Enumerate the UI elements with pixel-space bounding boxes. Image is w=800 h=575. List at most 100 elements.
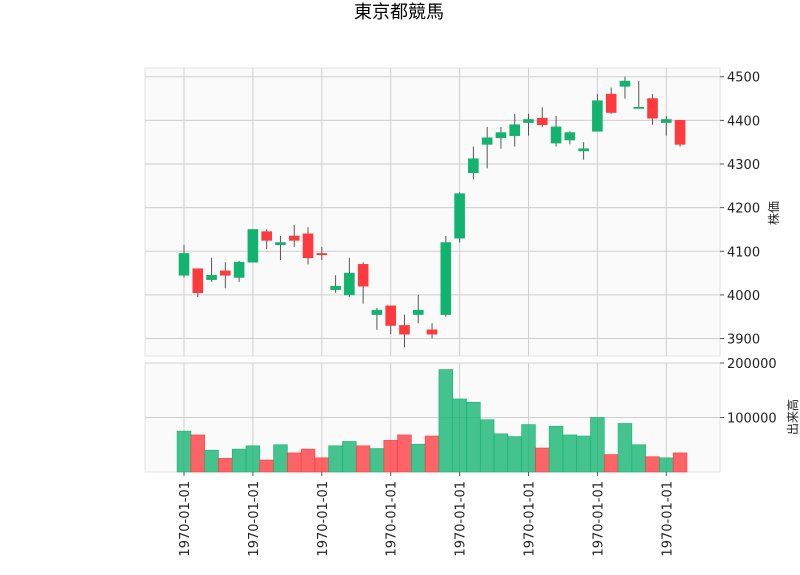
volume-bar [507,436,522,473]
volume-bar [204,449,219,473]
price-panel [144,67,721,357]
candle-body [660,119,672,123]
volume-y-axis: 100000 200000 [720,357,777,427]
x-tick-label: 1970-01-01 [660,481,675,557]
candle-body [178,253,190,276]
candle-body [261,231,272,241]
volume-bar [383,440,398,473]
volume-bar [397,434,412,473]
volume-bar [369,448,385,473]
candle-body [633,106,645,109]
candle-body [647,98,658,119]
price-tick-label: 4400 [727,114,760,129]
volume-bar [245,445,261,473]
volume-bar [259,459,274,473]
candle-body [385,305,397,326]
volume-y-axis-label: 出来高 [785,399,800,435]
volume-tick-label: 100000 [727,412,777,427]
volume-bar [659,457,674,473]
candle-body [330,285,341,290]
x-tick-label: 1970-01-01 [316,481,331,557]
volume-bar [176,430,192,473]
volume-bar [411,443,426,473]
candle-body [288,235,300,241]
volume-bar [438,369,454,473]
candle-body [564,132,576,141]
x-tick-label: 1970-01-01 [178,481,193,557]
price-tick-label: 4000 [727,289,760,304]
candle-body [316,253,328,256]
candle-body [399,325,410,335]
x-tick-label: 1970-01-01 [247,481,262,557]
volume-bar [590,417,605,473]
price-y-axis-label: 株価 [766,201,781,225]
candle-body [412,309,424,315]
chart-title: 東京都競馬 [354,2,444,23]
candle-body [357,264,369,287]
candle-body [371,309,383,315]
candle-body [426,329,438,335]
price-tick-label: 4200 [727,202,760,217]
volume-bar [631,444,646,473]
candle-body [192,268,204,294]
volume-bar [576,435,591,473]
volume-bars [176,369,688,473]
x-axis: 1970-01-01 1970-01-01 1970-01-01 1970-01-01… [178,472,675,557]
volume-bar [535,447,550,473]
x-tick-label: 1970-01-01 [385,481,400,557]
candle-body [468,158,479,174]
candle-body [233,261,245,278]
volume-bar [355,445,371,473]
price-tick-label: 3900 [727,333,760,348]
candle-body [578,148,589,152]
candle-body [302,233,314,259]
candle-body [481,137,493,145]
candle-body [509,124,521,136]
x-tick-label: 1970-01-01 [591,481,606,557]
candle-body [220,270,231,276]
volume-bar [190,434,205,473]
candle-body [674,120,686,145]
candle-body [536,117,548,126]
candle-body [440,242,452,315]
volume-bar [466,401,481,473]
candle-body [550,126,562,144]
price-y-axis: 3900 4000 4100 4200 4300 4400 4500 [720,71,760,348]
candle-body [247,229,259,263]
candles [178,76,686,348]
volume-bar [493,433,509,473]
volume-bar [672,452,688,473]
volume-bar [424,435,440,473]
volume-bar [452,398,467,473]
volume-bar [287,452,302,473]
x-tick-label: 1970-01-01 [454,481,469,557]
volume-bar [273,444,288,473]
volume-bar [548,425,564,473]
candle-body [619,80,631,87]
candle-body [523,119,534,123]
volume-tick-label: 200000 [727,357,777,372]
candle-body [454,193,465,239]
price-tick-label: 4500 [727,71,760,86]
volume-bar [645,456,660,473]
volume-bar [603,454,619,473]
price-tick-label: 4300 [727,158,760,173]
volume-bar [314,457,329,473]
volume-bar [328,445,343,473]
candle-body [206,274,217,280]
volume-bar [231,448,247,473]
volume-bar [562,434,578,473]
candle-body [592,100,603,132]
candle-body [605,93,617,113]
volume-bar [521,424,536,473]
volume-bar [218,458,233,473]
volume-bar [300,448,316,473]
volume-bar [479,419,495,473]
volume-bar [617,423,633,473]
x-tick-label: 1970-01-01 [523,481,538,557]
candle-body [495,132,507,139]
price-tick-label: 4100 [727,245,760,260]
volume-bar [342,441,357,473]
candle-body [275,242,286,246]
